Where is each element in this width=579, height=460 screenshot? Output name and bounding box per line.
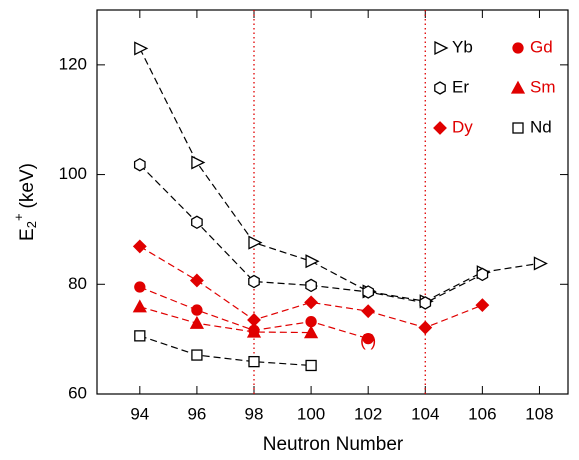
marker <box>133 157 146 172</box>
y-label-sub: 2 <box>24 221 39 228</box>
legend-label: Nd <box>530 117 552 136</box>
y-label-unit: (keV) <box>17 163 38 208</box>
marker <box>305 254 320 269</box>
marker <box>510 80 526 94</box>
marker <box>134 330 146 342</box>
y-label-base: E <box>17 228 38 241</box>
x-tick-label: 100 <box>297 404 325 423</box>
marker <box>475 298 490 313</box>
marker <box>248 274 260 289</box>
marker <box>248 235 263 250</box>
annotation: ( ) <box>360 331 376 350</box>
marker <box>132 299 147 313</box>
marker <box>247 313 261 327</box>
marker <box>362 285 375 299</box>
y-tick-label: 60 <box>68 383 87 402</box>
y-axis-label: E2+ (keV) <box>11 163 39 241</box>
x-tick-label: 96 <box>187 404 206 423</box>
marker <box>191 304 203 316</box>
marker <box>134 281 146 293</box>
marker <box>476 267 489 282</box>
legend-label: Dy <box>452 117 473 136</box>
x-tick-label: 94 <box>130 404 149 423</box>
marker <box>512 42 524 54</box>
plot-frame <box>96 9 569 395</box>
marker <box>189 273 204 288</box>
series-line <box>139 335 312 367</box>
x-tick-label: 102 <box>354 404 382 423</box>
marker <box>434 81 446 95</box>
marker <box>419 296 432 310</box>
marker <box>305 278 317 293</box>
marker <box>134 41 149 56</box>
marker <box>305 359 317 372</box>
marker <box>246 324 262 338</box>
legend-label: Sm <box>530 77 556 96</box>
series-line <box>139 306 312 334</box>
marker <box>303 325 319 339</box>
marker <box>191 349 203 361</box>
legend-label: Yb <box>452 37 473 56</box>
marker <box>132 239 147 254</box>
y-tick-label: 100 <box>59 164 87 183</box>
marker <box>304 295 319 310</box>
series-line <box>139 48 540 302</box>
marker <box>191 215 203 230</box>
marker <box>305 315 317 328</box>
marker <box>512 122 524 134</box>
y-tick-label: 80 <box>68 274 87 293</box>
y-label-sup: + <box>11 213 26 221</box>
x-tick-label: 104 <box>411 404 439 423</box>
x-tick-label: 108 <box>525 404 553 423</box>
marker <box>361 304 376 319</box>
legend-label: Er <box>452 77 469 96</box>
marker <box>418 320 433 335</box>
x-tick-label: 98 <box>245 404 264 423</box>
legend-label: Gd <box>530 37 553 56</box>
marker <box>189 315 205 329</box>
marker <box>533 256 548 271</box>
x-axis-label: Neutron Number <box>263 434 404 455</box>
y-tick-label: 120 <box>59 54 87 73</box>
x-tick-label: 106 <box>468 404 496 423</box>
marker <box>248 355 260 368</box>
marker <box>434 40 449 56</box>
marker <box>191 155 206 170</box>
marker <box>362 332 374 345</box>
marker <box>433 121 447 135</box>
